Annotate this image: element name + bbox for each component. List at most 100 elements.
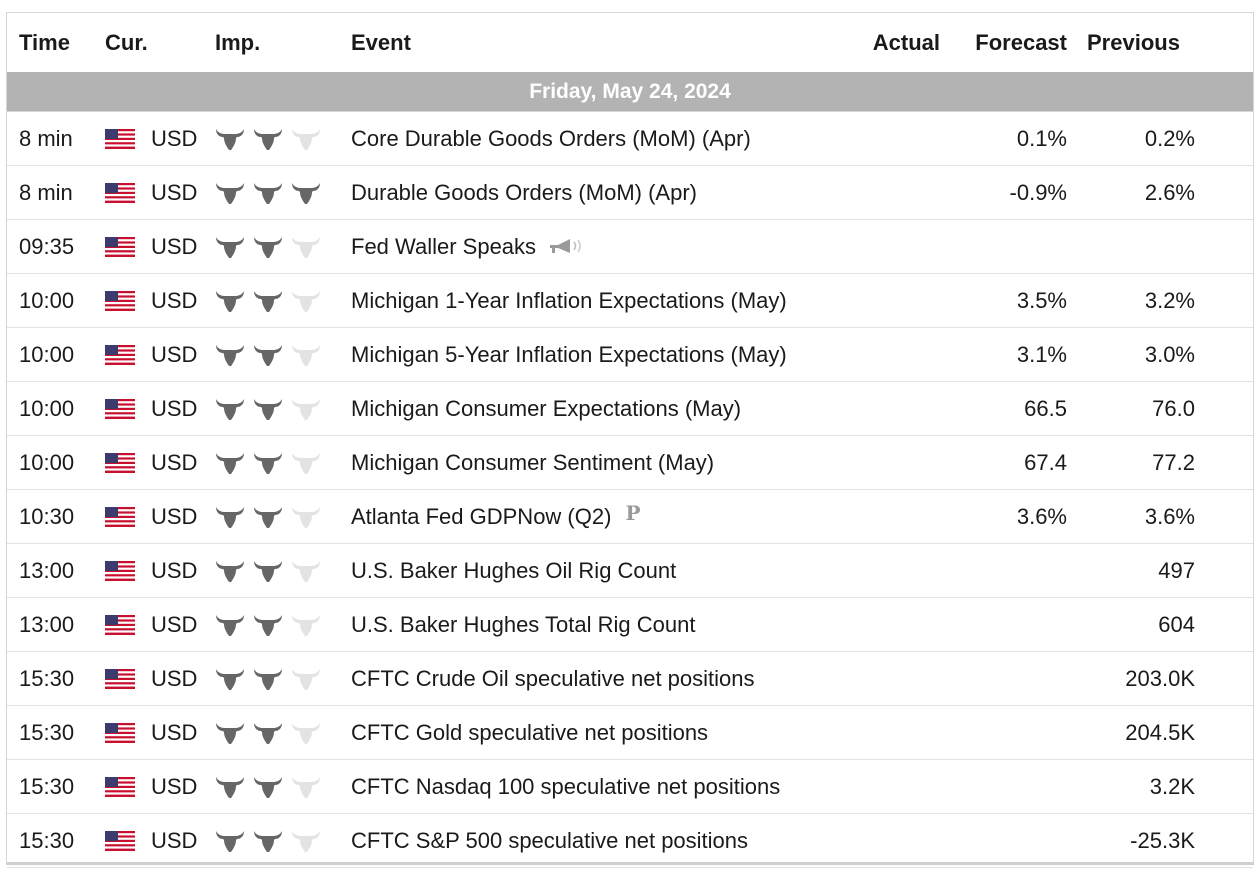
event-currency: USD	[105, 112, 213, 165]
event-time: 09:35	[19, 233, 75, 259]
importance-rating	[215, 760, 345, 813]
bull-icon-active	[254, 776, 282, 798]
event-time: 15:30	[19, 827, 75, 853]
bull-icon-active	[254, 830, 282, 852]
event-forecast	[947, 706, 1067, 759]
event-time: 10:00	[19, 341, 75, 367]
bull-icon-inactive	[292, 614, 320, 636]
table-row[interactable]: 10:00 USD Michigan Consumer Expectations…	[7, 382, 1253, 436]
event-time: 13:00	[19, 611, 75, 637]
event-name[interactable]: Michigan 5-Year Inflation Expectations (…	[351, 341, 787, 367]
event-name[interactable]: CFTC S&P 500 speculative net positions	[351, 827, 749, 853]
importance-rating	[215, 652, 345, 705]
event-name[interactable]: Atlanta Fed GDPNow (Q2)	[351, 503, 612, 529]
event-previous	[1077, 220, 1195, 273]
event-previous: 3.2K	[1149, 773, 1195, 799]
event-currency: USD	[105, 436, 213, 489]
table-row[interactable]: 10:30 USD Atlanta Fed GDPNow (Q2) P 3.6%…	[7, 490, 1253, 544]
event-name[interactable]: CFTC Crude Oil speculative net positions	[351, 665, 755, 691]
event-forecast	[947, 220, 1067, 273]
bull-icon-active	[216, 830, 244, 852]
table-row[interactable]: 15:30 USD CFTC Nasdaq 100 speculative ne…	[7, 760, 1253, 814]
us-flag-icon	[105, 560, 135, 581]
currency-code: USD	[151, 287, 198, 313]
preliminary-icon: P	[625, 500, 641, 525]
event-name-cell[interactable]: CFTC Crude Oil speculative net positions	[351, 652, 871, 705]
event-actual	[867, 274, 940, 327]
event-name[interactable]: CFTC Nasdaq 100 speculative net position…	[351, 773, 781, 799]
event-name[interactable]: CFTC Gold speculative net positions	[351, 719, 709, 745]
event-currency: USD	[105, 652, 213, 705]
table-row[interactable]: 15:30 USD CFTC Crude Oil speculative net…	[7, 652, 1253, 706]
header-currency[interactable]: Cur.	[105, 29, 148, 55]
importance-rating	[215, 544, 345, 597]
bull-icon-active	[216, 182, 244, 204]
event-name-cell[interactable]: Atlanta Fed GDPNow (Q2) P	[351, 490, 871, 543]
header-forecast[interactable]: Forecast	[975, 29, 1067, 55]
table-row[interactable]: 10:00 USD Michigan Consumer Sentiment (M…	[7, 436, 1253, 490]
event-name[interactable]: Michigan 1-Year Inflation Expectations (…	[351, 287, 787, 313]
event-name-cell[interactable]: U.S. Baker Hughes Total Rig Count	[351, 598, 871, 651]
event-time: 15:30	[19, 773, 75, 799]
event-name-cell[interactable]: U.S. Baker Hughes Oil Rig Count	[351, 544, 871, 597]
table-row[interactable]: 15:30 USD CFTC Gold speculative net posi…	[7, 706, 1253, 760]
header-actual[interactable]: Actual	[872, 29, 940, 55]
table-row[interactable]: 09:35 USD Fed Waller Speaks	[7, 220, 1253, 274]
event-actual	[867, 382, 940, 435]
bull-icon-active	[254, 236, 282, 258]
event-previous: 0.2%	[1144, 125, 1195, 151]
event-name[interactable]: Fed Waller Speaks	[351, 233, 537, 259]
event-name[interactable]: Core Durable Goods Orders (MoM) (Apr)	[351, 125, 751, 151]
event-forecast	[947, 598, 1067, 651]
header-importance[interactable]: Imp.	[215, 29, 261, 55]
currency-code: USD	[151, 611, 198, 637]
event-previous: 3.0%	[1144, 341, 1195, 367]
header-previous[interactable]: Previous	[1087, 29, 1180, 55]
header-time[interactable]: Time	[19, 29, 70, 55]
event-name-cell[interactable]: Fed Waller Speaks	[351, 220, 871, 273]
table-row[interactable]: 10:00 USD Michigan 1-Year Inflation Expe…	[7, 274, 1253, 328]
bull-icon-active	[216, 344, 244, 366]
event-name-cell[interactable]: CFTC S&P 500 speculative net positions	[351, 814, 871, 867]
us-flag-icon	[105, 236, 135, 257]
event-previous: 2.6%	[1144, 179, 1195, 205]
currency-code: USD	[151, 557, 198, 583]
table-row[interactable]: 8 min USD Core Durable Goods Orders (MoM…	[7, 112, 1253, 166]
bull-icon-inactive	[292, 290, 320, 312]
event-name[interactable]: U.S. Baker Hughes Oil Rig Count	[351, 557, 677, 583]
event-name-cell[interactable]: Michigan Consumer Sentiment (May)	[351, 436, 871, 489]
event-name-cell[interactable]: Michigan 5-Year Inflation Expectations (…	[351, 328, 871, 381]
event-name-cell[interactable]: Michigan Consumer Expectations (May)	[351, 382, 871, 435]
event-name-cell[interactable]: CFTC Nasdaq 100 speculative net position…	[351, 760, 871, 813]
table-row[interactable]: 10:00 USD Michigan 5-Year Inflation Expe…	[7, 328, 1253, 382]
bull-icon-active	[216, 398, 244, 420]
bull-icon-active	[216, 560, 244, 582]
table-row[interactable]: 13:00 USD U.S. Baker Hughes Total Rig Co…	[7, 598, 1253, 652]
event-name-cell[interactable]: Durable Goods Orders (MoM) (Apr)	[351, 166, 871, 219]
event-time: 10:00	[19, 395, 75, 421]
importance-rating	[215, 814, 345, 867]
bull-icon-active	[254, 722, 282, 744]
event-forecast	[947, 760, 1067, 813]
event-currency: USD	[105, 706, 213, 759]
table-row[interactable]: 8 min USD Durable Goods Orders (MoM) (Ap…	[7, 166, 1253, 220]
header-event[interactable]: Event	[351, 29, 411, 55]
event-time: 13:00	[19, 557, 75, 583]
bull-icon-active	[254, 344, 282, 366]
table-row[interactable]: 15:30 USD CFTC S&P 500 speculative net p…	[7, 814, 1253, 868]
event-name[interactable]: U.S. Baker Hughes Total Rig Count	[351, 611, 696, 637]
currency-code: USD	[151, 503, 198, 529]
bull-icon-inactive	[292, 830, 320, 852]
event-actual	[867, 220, 940, 273]
event-actual	[867, 760, 940, 813]
event-name[interactable]: Durable Goods Orders (MoM) (Apr)	[351, 179, 697, 205]
event-name-cell[interactable]: Michigan 1-Year Inflation Expectations (…	[351, 274, 871, 327]
event-currency: USD	[105, 544, 213, 597]
event-name[interactable]: Michigan Consumer Expectations (May)	[351, 395, 742, 421]
event-name-cell[interactable]: Core Durable Goods Orders (MoM) (Apr)	[351, 112, 871, 165]
event-previous: 203.0K	[1125, 665, 1195, 691]
event-name[interactable]: Michigan Consumer Sentiment (May)	[351, 449, 715, 475]
event-name-cell[interactable]: CFTC Gold speculative net positions	[351, 706, 871, 759]
event-forecast	[947, 544, 1067, 597]
table-row[interactable]: 13:00 USD U.S. Baker Hughes Oil Rig Coun…	[7, 544, 1253, 598]
